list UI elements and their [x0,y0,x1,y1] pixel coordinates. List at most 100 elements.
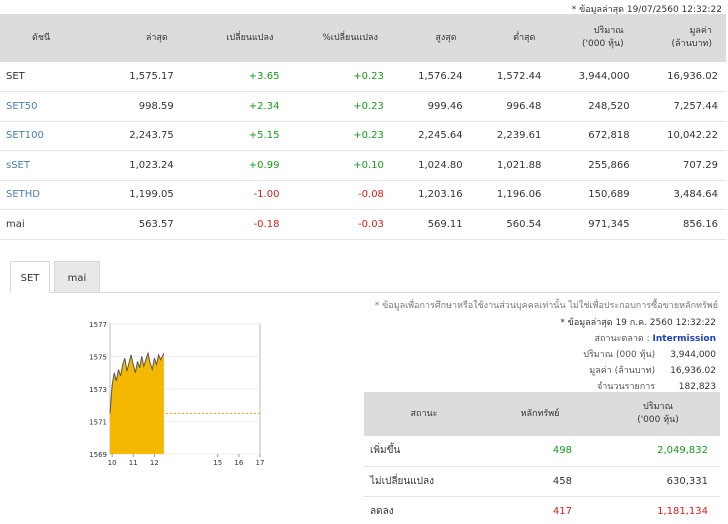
index-link-sethd[interactable]: SETHD [0,180,97,210]
info-updated: * ข้อมูลล่าสุด 19 ก.ค. 2560 12:32:22 [560,318,716,328]
index-volume: 672,818 [549,121,638,151]
index-change: +2.34 [195,91,288,122]
chart-x-tick-label: 11 [129,459,138,467]
index-volume: 248,520 [549,91,638,122]
market-trades-label: จำนวนรายการ [596,382,656,392]
index-value: 10,042.22 [637,121,726,151]
index-value: 16,936.02 [637,62,726,92]
adv-volume: 1,181,134 [596,496,720,524]
chart-y-tick-label: 1573 [89,386,107,394]
index-link-set100[interactable]: SET100 [0,121,97,151]
table-row: SETHD 1,199.05 -1.00 -0.08 1,203.16 1,19… [0,180,726,210]
table-row: mai 563.57 -0.18 -0.03 569.11 560.54 971… [0,209,726,240]
index-low: 1,196.06 [470,180,550,210]
adv-volume: 2,049,832 [596,436,720,467]
index-last: 1,575.17 [96,62,196,92]
index-table: ดัชนี ล่าสุด เปลี่ยนแปลง %เปลี่ยนแปลง สู… [0,14,726,240]
index-volume: 3,944,000 [549,62,638,92]
table-row: ไม่เปลี่ยนแปลง 458 630,331 [364,466,720,497]
adv-label: ลดลง [364,496,484,524]
index-high: 999.46 [391,91,471,122]
index-low: 1,021.88 [470,150,550,181]
index-link-sset[interactable]: sSET [0,150,97,181]
index-low: 560.54 [470,209,550,240]
index-name: mai [0,209,97,240]
col-volume: ปริมาณ ('000 หุ้น) [549,14,638,62]
chart-y-tick-label: 1569 [89,451,107,459]
col-value-line1: มูลค่า [689,26,712,36]
index-change: +5.15 [195,121,288,151]
market-volume-label: ปริมาณ (000 หุ้น) [583,350,656,360]
index-last: 998.59 [96,91,196,122]
market-value-value: 16,936.02 [670,366,716,376]
col-pct-change: %เปลี่ยนแปลง [287,14,392,62]
index-value: 707.29 [637,150,726,181]
index-value: 3,484.64 [637,180,726,210]
market-tabs: SET mai [10,261,720,293]
market-volume: ปริมาณ (000 หุ้น) 3,944,000 [583,347,716,361]
tab-mai[interactable]: mai [54,261,100,293]
col-change: เปลี่ยนแปลง [195,14,288,62]
col-index: ดัชนี [0,14,97,62]
index-value: 7,257.44 [637,91,726,122]
index-pct: +0.23 [287,121,392,151]
chart-area [110,353,164,454]
index-change: +0.99 [195,150,288,181]
col-low: ต่ำสุด [470,14,550,62]
index-volume: 150,689 [549,180,638,210]
index-pct: -0.08 [287,180,392,210]
adv-label: เพิ่มขึ้น [364,436,484,467]
market-volume-value: 3,944,000 [670,350,716,360]
market-trades: จำนวนรายการ 182,823 [597,379,716,393]
market-status-label: สถานะตลาด : [594,334,650,344]
index-last: 1,023.24 [96,150,196,181]
index-last: 563.57 [96,209,196,240]
market-value: มูลค่า (ล้านบาท) 16,936.02 [589,363,716,377]
market-status-value: Intermission [652,334,716,344]
adv-volume: 630,331 [596,466,720,497]
index-high: 569.11 [391,209,471,240]
table-row: SET100 2,243.75 +5.15 +0.23 2,245.64 2,2… [0,121,726,151]
table-row: ลดลง 417 1,181,134 [364,496,720,524]
col-last: ล่าสุด [96,14,196,62]
chart-y-tick-label: 1571 [89,419,107,427]
index-table-header: ดัชนี ล่าสุด เปลี่ยนแปลง %เปลี่ยนแปลง สู… [0,14,726,62]
col-volume-line2: ('000 หุ้น) [582,39,624,49]
chart-y-tick-label: 1575 [89,354,107,362]
index-low: 1,572.44 [470,62,550,92]
col-adv-volume-line1: ปริมาณ [643,402,673,412]
col-securities: หลักทรัพย์ [484,392,596,436]
index-low: 996.48 [470,91,550,122]
adv-count: 498 [484,436,596,467]
col-value-line2: (ล้านบาท) [671,39,712,49]
chart-price-line [109,351,165,414]
col-adv-volume-line2: ('000 หุ้น) [637,415,679,425]
index-name: SET [0,62,97,92]
adv-count: 417 [484,496,596,524]
index-high: 1,203.16 [391,180,471,210]
col-status: สถานะ [364,392,484,436]
chart-x-tick-label: 16 [234,459,243,467]
col-volume-line1: ปริมาณ [593,26,624,36]
index-link-set50[interactable]: SET50 [0,91,97,122]
col-high: สูงสุด [391,14,471,62]
col-adv-volume: ปริมาณ ('000 หุ้น) [596,392,720,436]
index-change: -1.00 [195,180,288,210]
chart-y-tick-label: 1577 [89,321,107,329]
advance-decline-header: สถานะ หลักทรัพย์ ปริมาณ ('000 หุ้น) [364,392,720,436]
tab-set[interactable]: SET [10,261,50,293]
advance-decline-table: สถานะ หลักทรัพย์ ปริมาณ ('000 หุ้น) เพิ่ม… [364,392,720,524]
table-row: SET 1,575.17 +3.65 +0.23 1,576.24 1,572.… [0,62,726,92]
index-volume: 971,345 [549,209,638,240]
market-value-label: มูลค่า (ล้านบาท) [589,366,656,376]
disclaimer: * ข้อมูลเพื่อการศึกษาหรือใช้งานส่วนบุคคล… [374,301,718,311]
index-last: 2,243.75 [96,121,196,151]
index-change: +3.65 [195,62,288,92]
index-pct: -0.03 [287,209,392,240]
index-high: 1,576.24 [391,62,471,92]
index-high: 2,245.64 [391,121,471,151]
chart-x-tick-label: 10 [108,459,117,467]
index-value: 856.16 [637,209,726,240]
index-volume: 255,866 [549,150,638,181]
